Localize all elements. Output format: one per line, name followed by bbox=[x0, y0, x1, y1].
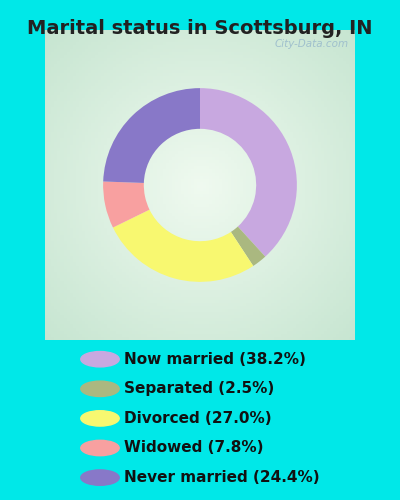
Wedge shape bbox=[231, 226, 265, 266]
Wedge shape bbox=[113, 210, 253, 282]
Text: City-Data.com: City-Data.com bbox=[275, 40, 349, 50]
Circle shape bbox=[81, 410, 119, 426]
Text: Divorced (27.0%): Divorced (27.0%) bbox=[124, 411, 272, 426]
Circle shape bbox=[81, 470, 119, 486]
Text: Never married (24.4%): Never married (24.4%) bbox=[124, 470, 320, 485]
Text: Widowed (7.8%): Widowed (7.8%) bbox=[124, 440, 264, 456]
Wedge shape bbox=[103, 182, 150, 228]
Text: Separated (2.5%): Separated (2.5%) bbox=[124, 382, 274, 396]
Circle shape bbox=[81, 440, 119, 456]
Text: Marital status in Scottsburg, IN: Marital status in Scottsburg, IN bbox=[27, 18, 373, 38]
Text: Now married (38.2%): Now married (38.2%) bbox=[124, 352, 306, 366]
Wedge shape bbox=[200, 88, 297, 256]
Wedge shape bbox=[103, 88, 200, 183]
Circle shape bbox=[81, 352, 119, 367]
Circle shape bbox=[81, 381, 119, 396]
